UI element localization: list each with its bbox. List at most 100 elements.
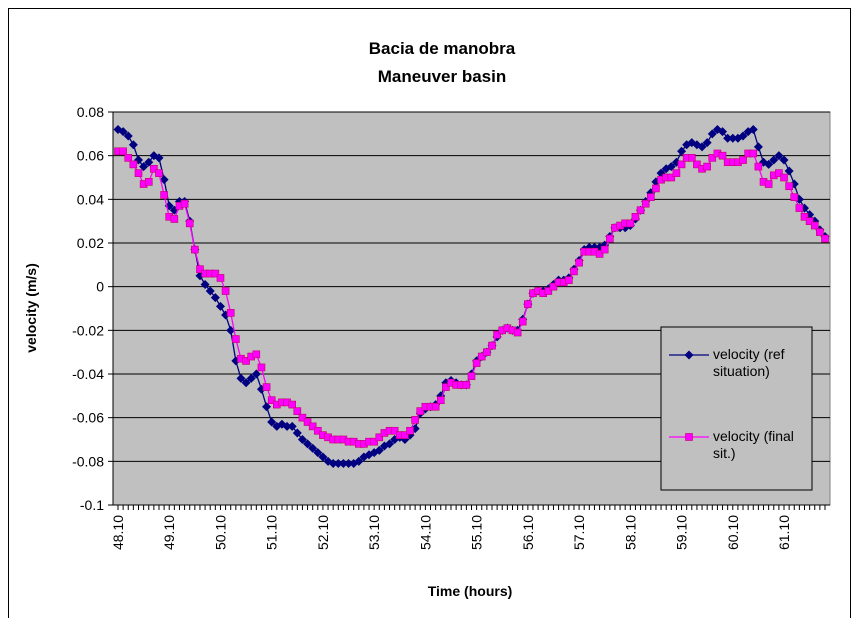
data-point: [144, 178, 153, 186]
data-point: [370, 437, 378, 446]
data-point: [697, 142, 707, 152]
data-point: [251, 369, 261, 379]
data-point: [442, 383, 450, 391]
data-point: [185, 219, 194, 228]
legend-label: velocity (final sit.): [713, 428, 794, 461]
data-point: [374, 445, 384, 455]
data-point: [524, 300, 532, 308]
y-tick-label: 0: [96, 279, 104, 295]
data-point: [769, 155, 779, 165]
x-tick-label: 53.10: [366, 515, 382, 550]
data-point: [288, 400, 296, 409]
y-tick-label: -0.04: [72, 366, 104, 382]
data-point: [180, 199, 189, 208]
data-point: [252, 350, 261, 359]
data-point: [606, 234, 614, 243]
data-point: [780, 173, 788, 182]
data-point: [411, 416, 419, 424]
data-point: [313, 448, 323, 458]
data-point: [702, 138, 712, 148]
data-point: [232, 335, 240, 343]
data-point: [575, 258, 583, 267]
y-tick-label: -0.06: [72, 410, 104, 426]
y-tick-label: -0.1: [80, 497, 104, 513]
data-point: [160, 191, 168, 199]
data-point: [205, 286, 215, 296]
data-point: [436, 396, 445, 405]
data-point: [518, 317, 527, 326]
data-point: [314, 426, 322, 435]
data-point: [493, 330, 501, 339]
data-point: [123, 131, 133, 141]
data-point: [754, 162, 763, 171]
data-point: [118, 127, 128, 137]
x-axis-label: Time (hours): [428, 583, 513, 599]
data-point: [406, 426, 414, 435]
data-point: [241, 378, 251, 388]
data-point: [641, 199, 650, 208]
data-point: [354, 456, 364, 466]
data-point: [784, 166, 794, 176]
data-point: [221, 287, 230, 295]
data-point: [790, 193, 799, 201]
data-point: [513, 328, 522, 337]
data-point: [810, 221, 819, 230]
y-tick-label: 0.08: [77, 104, 104, 120]
data-point: [652, 184, 660, 193]
data-point: [216, 274, 225, 282]
data-point: [743, 127, 753, 137]
x-tick-label: 50.10: [212, 515, 228, 550]
legend-item: velocity (final sit.): [713, 428, 794, 461]
data-point: [667, 173, 676, 182]
y-tick-label: 0.02: [77, 235, 104, 251]
data-point: [155, 169, 163, 177]
data-point: [677, 146, 687, 156]
y-tick-label: -0.08: [72, 453, 104, 469]
data-point: [472, 359, 481, 367]
data-point: [764, 159, 774, 169]
x-tick-label: 55.10: [469, 515, 485, 550]
data-point: [246, 373, 256, 383]
y-tick-label: -0.02: [72, 322, 104, 338]
legend-item: velocity (ref situation): [713, 346, 785, 379]
data-point: [333, 459, 343, 469]
data-point: [267, 417, 277, 427]
data-point: [303, 418, 312, 426]
data-point: [298, 413, 307, 422]
data-point: [462, 381, 471, 389]
data-point: [150, 164, 158, 173]
data-point: [297, 435, 307, 444]
data-point: [718, 151, 727, 160]
data-point: [748, 124, 758, 134]
data-point: [723, 133, 733, 143]
data-point: [774, 151, 784, 161]
x-tick-label: 52.10: [315, 515, 331, 550]
x-tick-label: 48.10: [110, 515, 126, 550]
data-point: [739, 156, 747, 164]
data-point: [687, 154, 696, 162]
data-point: [749, 149, 758, 158]
data-point: [631, 213, 640, 221]
data-point: [282, 421, 292, 431]
data-point: [708, 154, 717, 162]
x-tick-label: 49.10: [161, 515, 177, 550]
data-point: [707, 129, 717, 139]
data-point: [816, 228, 824, 236]
chart-subtitle: Maneuver basin: [378, 67, 507, 86]
data-point: [154, 153, 164, 163]
data-point: [210, 293, 220, 303]
data-point: [119, 147, 127, 156]
x-tick-label: 56.10: [520, 515, 536, 550]
data-point: [677, 160, 686, 169]
data-point: [308, 422, 317, 431]
data-point: [626, 219, 635, 228]
data-point: [129, 160, 138, 169]
data-point: [293, 407, 302, 415]
data-point: [775, 169, 783, 177]
data-point: [693, 160, 701, 169]
data-point: [636, 206, 645, 215]
data-point: [287, 421, 297, 431]
data-point: [703, 162, 711, 171]
data-point: [139, 162, 149, 172]
data-point: [483, 348, 491, 356]
